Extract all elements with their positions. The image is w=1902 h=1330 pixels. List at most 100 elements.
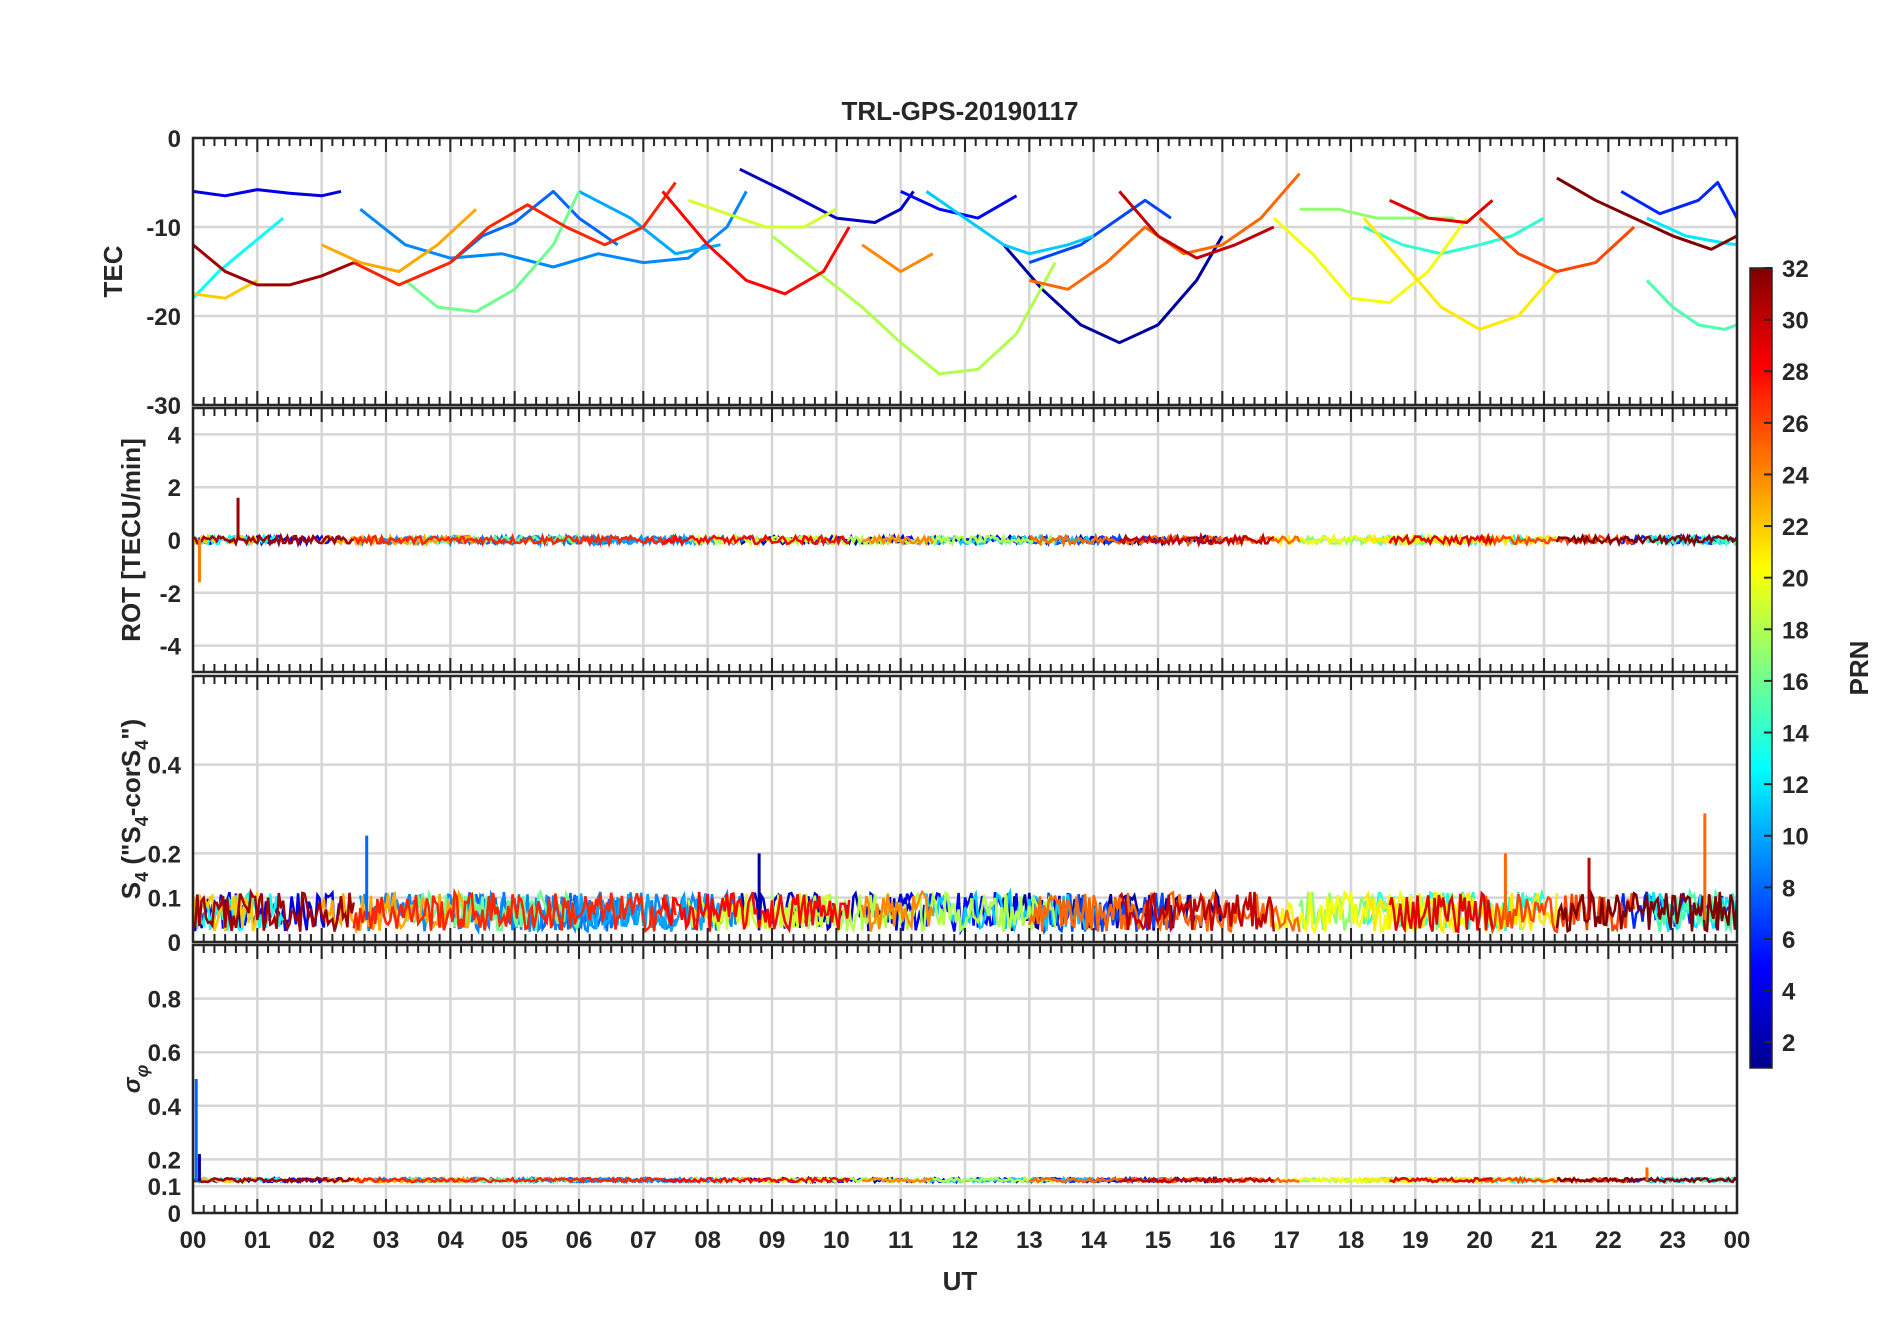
s4-trace-prn-29 [1388, 890, 1494, 934]
x-tick-label: 16 [1209, 1227, 1236, 1254]
y-tick-label: 0.8 [148, 987, 181, 1014]
y-label-part: 4 [132, 740, 152, 750]
x-tick-label: 09 [759, 1227, 786, 1254]
tec-trace-prn-12 [1646, 216, 1738, 247]
sigma-trace-prn-31 [192, 1176, 355, 1184]
tec-trace-prn-23 [321, 208, 478, 273]
tec-trace-prn-31 [192, 243, 355, 287]
colorbar-tick-label: 32 [1782, 256, 1809, 283]
colorbar-tick-label: 18 [1782, 617, 1809, 644]
tec-trace-prn-24 [861, 243, 934, 273]
colorbar-tick-label: 22 [1782, 514, 1809, 541]
tec-trace-prn-18 [771, 234, 1057, 376]
x-tick-label: 03 [373, 1227, 400, 1254]
x-tick-label: 23 [1659, 1227, 1686, 1254]
colorbar-tick-label: 14 [1782, 721, 1809, 748]
x-axis-label: UT [943, 1266, 978, 1296]
colorbar-tick-label: 8 [1782, 875, 1795, 902]
y-tick-label: 0 [168, 528, 181, 555]
panel-sigma-data [192, 1079, 1738, 1185]
panel-tec-data [191, 167, 1739, 376]
s4-trace-prn-31 [191, 887, 356, 933]
y-label-part: ") [116, 719, 146, 740]
colorbar-tick-label: 28 [1782, 359, 1809, 386]
y-tick-label: 0.4 [148, 753, 182, 780]
rot-trace-prn-29 [1388, 532, 1494, 548]
colorbar-gradient [1749, 267, 1773, 1069]
rot-trace-prn-27 [353, 532, 677, 548]
y-tick-label: 0 [168, 126, 181, 153]
colorbar-tick-label: 26 [1782, 411, 1809, 438]
tec-trace-prn-28 [661, 190, 851, 296]
x-tick-label: 06 [566, 1227, 593, 1254]
colorbar-tick-label: 12 [1782, 772, 1809, 799]
panel-s4-data [191, 813, 1739, 936]
x-tick-label: 04 [437, 1227, 464, 1254]
s4-trace-prn-30 [1118, 891, 1276, 933]
x-tick-label: 18 [1338, 1227, 1365, 1254]
tec-trace-prn-10 [578, 190, 721, 256]
colorbar-label: PRN [1844, 641, 1874, 696]
tec-trace-prn-21 [1362, 217, 1559, 331]
colorbar-tick-label: 24 [1782, 462, 1809, 489]
x-tick-label: 22 [1595, 1227, 1622, 1254]
tec-trace-prn-20 [1272, 216, 1469, 305]
y-axis-label-rot: ROT [TECU/min] [116, 438, 146, 642]
y-label-part: 4 [132, 872, 152, 882]
x-tick-label: 12 [952, 1227, 979, 1254]
s4-trace-prn-28 [661, 891, 851, 934]
tec-trace-prn-13 [191, 216, 285, 300]
y-tick-label: 0.6 [148, 1040, 181, 1067]
s4-trace-prn-27 [352, 887, 677, 934]
sigma-trace-prn-27 [353, 1176, 676, 1184]
y-axis-label-sigma: σφ [119, 1064, 152, 1093]
y-tick-label: 0 [168, 930, 181, 957]
x-tick-label: 13 [1016, 1227, 1043, 1254]
y-tick-label: 0 [168, 1201, 181, 1228]
tec-trace-prn-29 [1388, 198, 1494, 224]
tec-trace-prn-30 [1118, 190, 1275, 260]
y-axis-label-s4: S4 ("S4-corS4") [116, 719, 152, 899]
tec-trace-prn-11 [925, 190, 1095, 256]
colorbar-tick-label: 10 [1782, 824, 1809, 851]
tec-trace-prn-19 [687, 198, 838, 229]
x-tick-label: 20 [1466, 1227, 1493, 1254]
x-tick-label: 00 [180, 1227, 207, 1254]
x-tick-label: 14 [1080, 1227, 1107, 1254]
rot-trace-prn-32 [1555, 532, 1739, 548]
s4-trace-prn-32 [1555, 888, 1739, 933]
s4-trace-prn-24 [860, 889, 935, 932]
s4-trace-prn-10 [577, 893, 722, 932]
y-label-part: -corS [116, 750, 146, 816]
colorbar-tick-label: 4 [1782, 979, 1796, 1006]
y-tick-label: -30 [146, 393, 181, 420]
y-tick-label: -4 [160, 634, 182, 661]
tec-trace-prn-6 [1620, 181, 1739, 219]
x-tick-label: 15 [1145, 1227, 1172, 1254]
tec-trace-prn-3 [739, 167, 915, 224]
y-label-part: ("S [116, 826, 146, 872]
colorbar-tick-label: 30 [1782, 308, 1809, 335]
rot-trace-prn-28 [662, 533, 850, 547]
tec-trace-prn-27 [353, 181, 677, 287]
y-tick-label: 0.2 [148, 841, 181, 868]
tec-trace-prn-26 [1478, 216, 1636, 273]
y-tick-label: 0.1 [148, 1174, 181, 1201]
y-label-part: S [116, 882, 146, 899]
panel-rot: 4 2 0 -2 -4 ROT [TECU/min] [116, 406, 1739, 674]
y-label-part: 4 [132, 816, 152, 826]
x-tick-label: 05 [501, 1227, 528, 1254]
sigma-trace-prn-28 [662, 1176, 851, 1185]
sigma-trace-prn-24 [861, 1176, 934, 1184]
tec-trace-prn-22 [192, 279, 259, 300]
y-label-part: σ [119, 1076, 146, 1093]
tec-trace-prn-15 [1645, 279, 1738, 331]
x-tick-label: 19 [1402, 1227, 1429, 1254]
y-axis-label-tec: TEC [98, 245, 128, 297]
chart-title: TRL-GPS-20190117 [841, 96, 1078, 126]
x-tick-label: 11 [888, 1227, 913, 1254]
